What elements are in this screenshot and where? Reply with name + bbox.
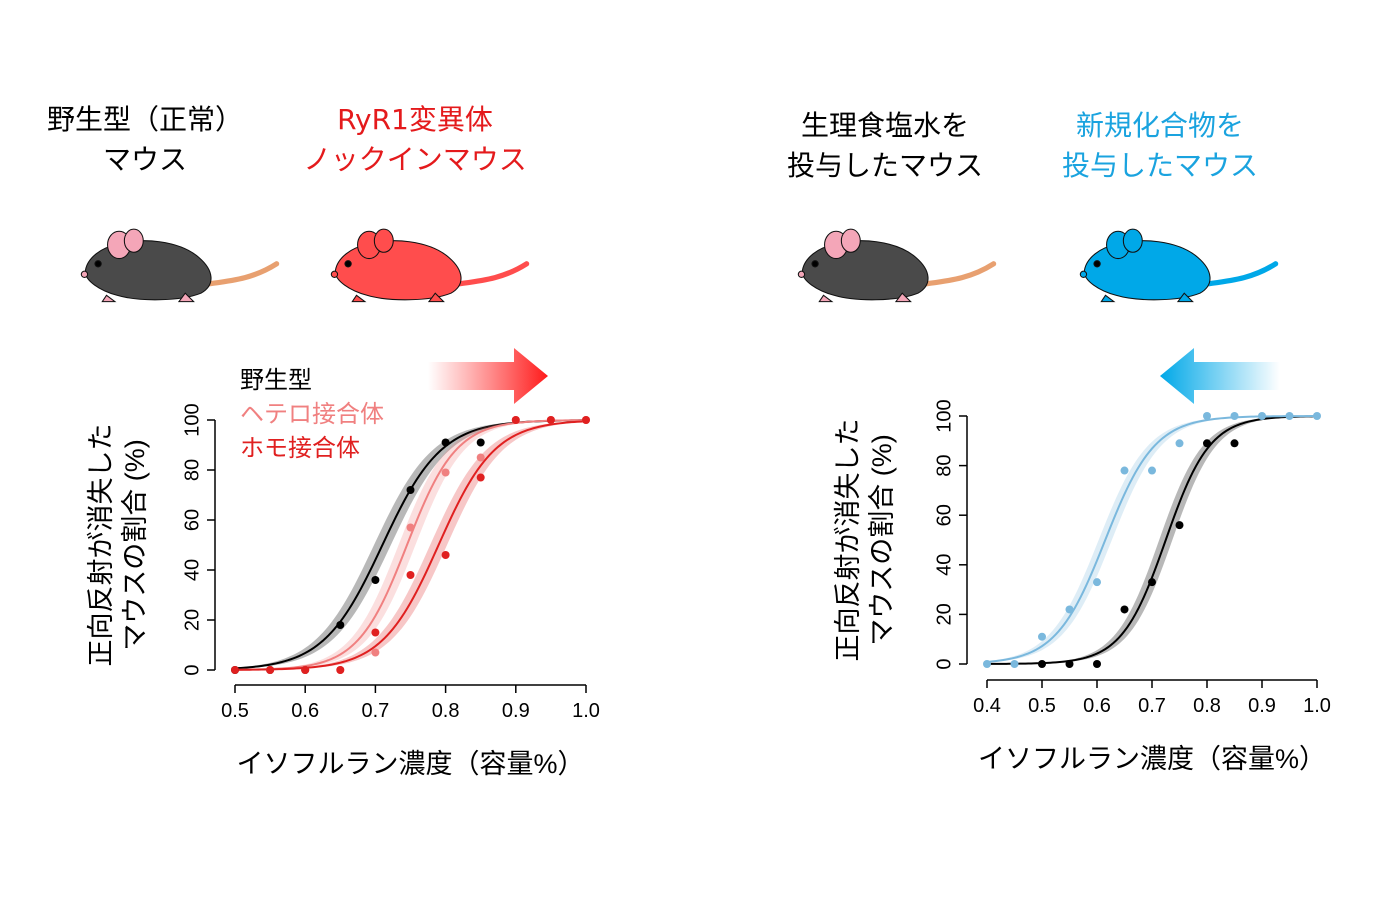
- legend-entry: 野生型: [240, 367, 312, 394]
- data-point: [1203, 412, 1211, 420]
- ryr1-label: RyR1変異体 ノックインマウス: [303, 103, 527, 176]
- x-axis-label: イソフルラン濃度（容量%）: [236, 749, 584, 779]
- data-point: [1120, 605, 1129, 614]
- data-point: [441, 551, 450, 559]
- data-point: [1148, 466, 1156, 475]
- data-point: [476, 453, 485, 462]
- right-arrow-icon: [428, 348, 548, 404]
- data-point: [406, 486, 415, 494]
- data-point: [1230, 412, 1239, 420]
- x-tick-label: 0.9: [1248, 695, 1276, 717]
- y-tick-label: 0: [933, 658, 955, 669]
- wild-type-mouse-icon: [80, 228, 280, 303]
- y-tick-label: 100: [181, 403, 203, 436]
- data-point: [1065, 605, 1074, 614]
- x-tick-label: 0.6: [1083, 695, 1111, 717]
- data-point: [371, 628, 380, 637]
- data-point: [336, 666, 345, 674]
- data-point: [336, 621, 345, 629]
- data-point: [1175, 439, 1184, 448]
- data-point: [1038, 632, 1046, 641]
- saline-mouse-icon: [797, 228, 997, 303]
- data-point: [1093, 660, 1101, 668]
- right-dose-response-chart: 0 20 40 60 80 100 0.4 0.5 0.6 0.7 0.8 0.9 1.0 イソフルラン濃…: [833, 399, 1331, 774]
- fit-curve: [234, 420, 587, 671]
- data-point: [406, 523, 415, 532]
- wild-type-label: 野生型（正常） マウス: [46, 103, 243, 176]
- data-point: [511, 416, 520, 424]
- data-point: [476, 473, 485, 482]
- data-point: [476, 438, 485, 447]
- data-point: [1258, 412, 1266, 420]
- x-tick-label: 0.7: [361, 700, 389, 722]
- compound-label: 新規化合物を 投与したマウス: [1061, 109, 1258, 182]
- data-point: [406, 571, 415, 579]
- y-axis-label: マウスの割合 (%): [867, 434, 897, 646]
- left-arrow-icon: [1160, 348, 1280, 404]
- data-point: [1203, 439, 1211, 448]
- x-tick-label: 0.4: [973, 695, 1001, 717]
- data-point: [1120, 466, 1129, 475]
- y-tick-label: 60: [181, 509, 203, 531]
- data-point: [1093, 578, 1101, 587]
- y-axis-label: 正向反射が消失した: [86, 424, 116, 667]
- data-point: [441, 468, 450, 477]
- fit-curve: [234, 419, 587, 671]
- y-tick-label: 80: [933, 454, 955, 476]
- x-tick-label: 0.9: [502, 700, 530, 722]
- confidence-band: [235, 420, 586, 670]
- x-tick-label: 1.0: [572, 700, 600, 722]
- saline-label: 生理食塩水を 投与したマウス: [786, 109, 983, 182]
- y-tick-label: 100: [933, 399, 955, 432]
- data-point: [1010, 660, 1019, 668]
- x-tick-label: 0.6: [291, 700, 319, 722]
- data-point: [371, 648, 380, 657]
- data-point: [371, 576, 380, 584]
- y-axis-label: 正向反射が消失した: [833, 419, 863, 662]
- y-tick-label: 20: [933, 603, 955, 625]
- legend-entry: ホモ接合体: [240, 435, 360, 462]
- data-point: [983, 660, 991, 668]
- x-tick-label: 0.8: [432, 700, 460, 722]
- y-tick-label: 80: [181, 459, 203, 481]
- left-dose-response-chart: 0 20 40 60 80 100 0.5 0.6 0.7 0.8 0.9 1.0 イソフルラン濃度（容…: [86, 367, 600, 779]
- data-point: [441, 438, 450, 447]
- x-tick-label: 0.5: [221, 700, 249, 722]
- data-point: [1313, 412, 1321, 420]
- data-point: [1065, 660, 1074, 668]
- ryr1-mouse-icon: [330, 228, 530, 303]
- x-tick-label: 1.0: [1303, 695, 1331, 717]
- x-tick-label: 0.5: [1028, 695, 1056, 717]
- x-axis-label: イソフルラン濃度（容量%）: [978, 744, 1326, 774]
- y-tick-label: 40: [933, 554, 955, 576]
- legend-entry: ヘテロ接合体: [240, 401, 384, 428]
- y-tick-label: 0: [181, 664, 203, 675]
- x-tick-label: 0.8: [1193, 695, 1221, 717]
- data-point: [231, 666, 239, 674]
- data-point: [301, 666, 310, 674]
- data-point: [582, 416, 590, 424]
- x-tick-label: 0.7: [1138, 695, 1166, 717]
- y-tick-label: 60: [933, 504, 955, 526]
- data-point: [1230, 439, 1239, 448]
- data-point: [1148, 578, 1156, 587]
- data-point: [1175, 521, 1184, 530]
- data-point: [1285, 412, 1294, 420]
- y-axis-label: マウスの割合 (%): [120, 439, 150, 651]
- y-tick-label: 40: [181, 559, 203, 581]
- confidence-band: [987, 416, 1317, 663]
- compound-mouse-icon: [1079, 228, 1279, 303]
- data-point: [266, 666, 275, 674]
- y-tick-label: 20: [181, 609, 203, 631]
- data-point: [1038, 660, 1046, 668]
- data-point: [546, 416, 555, 424]
